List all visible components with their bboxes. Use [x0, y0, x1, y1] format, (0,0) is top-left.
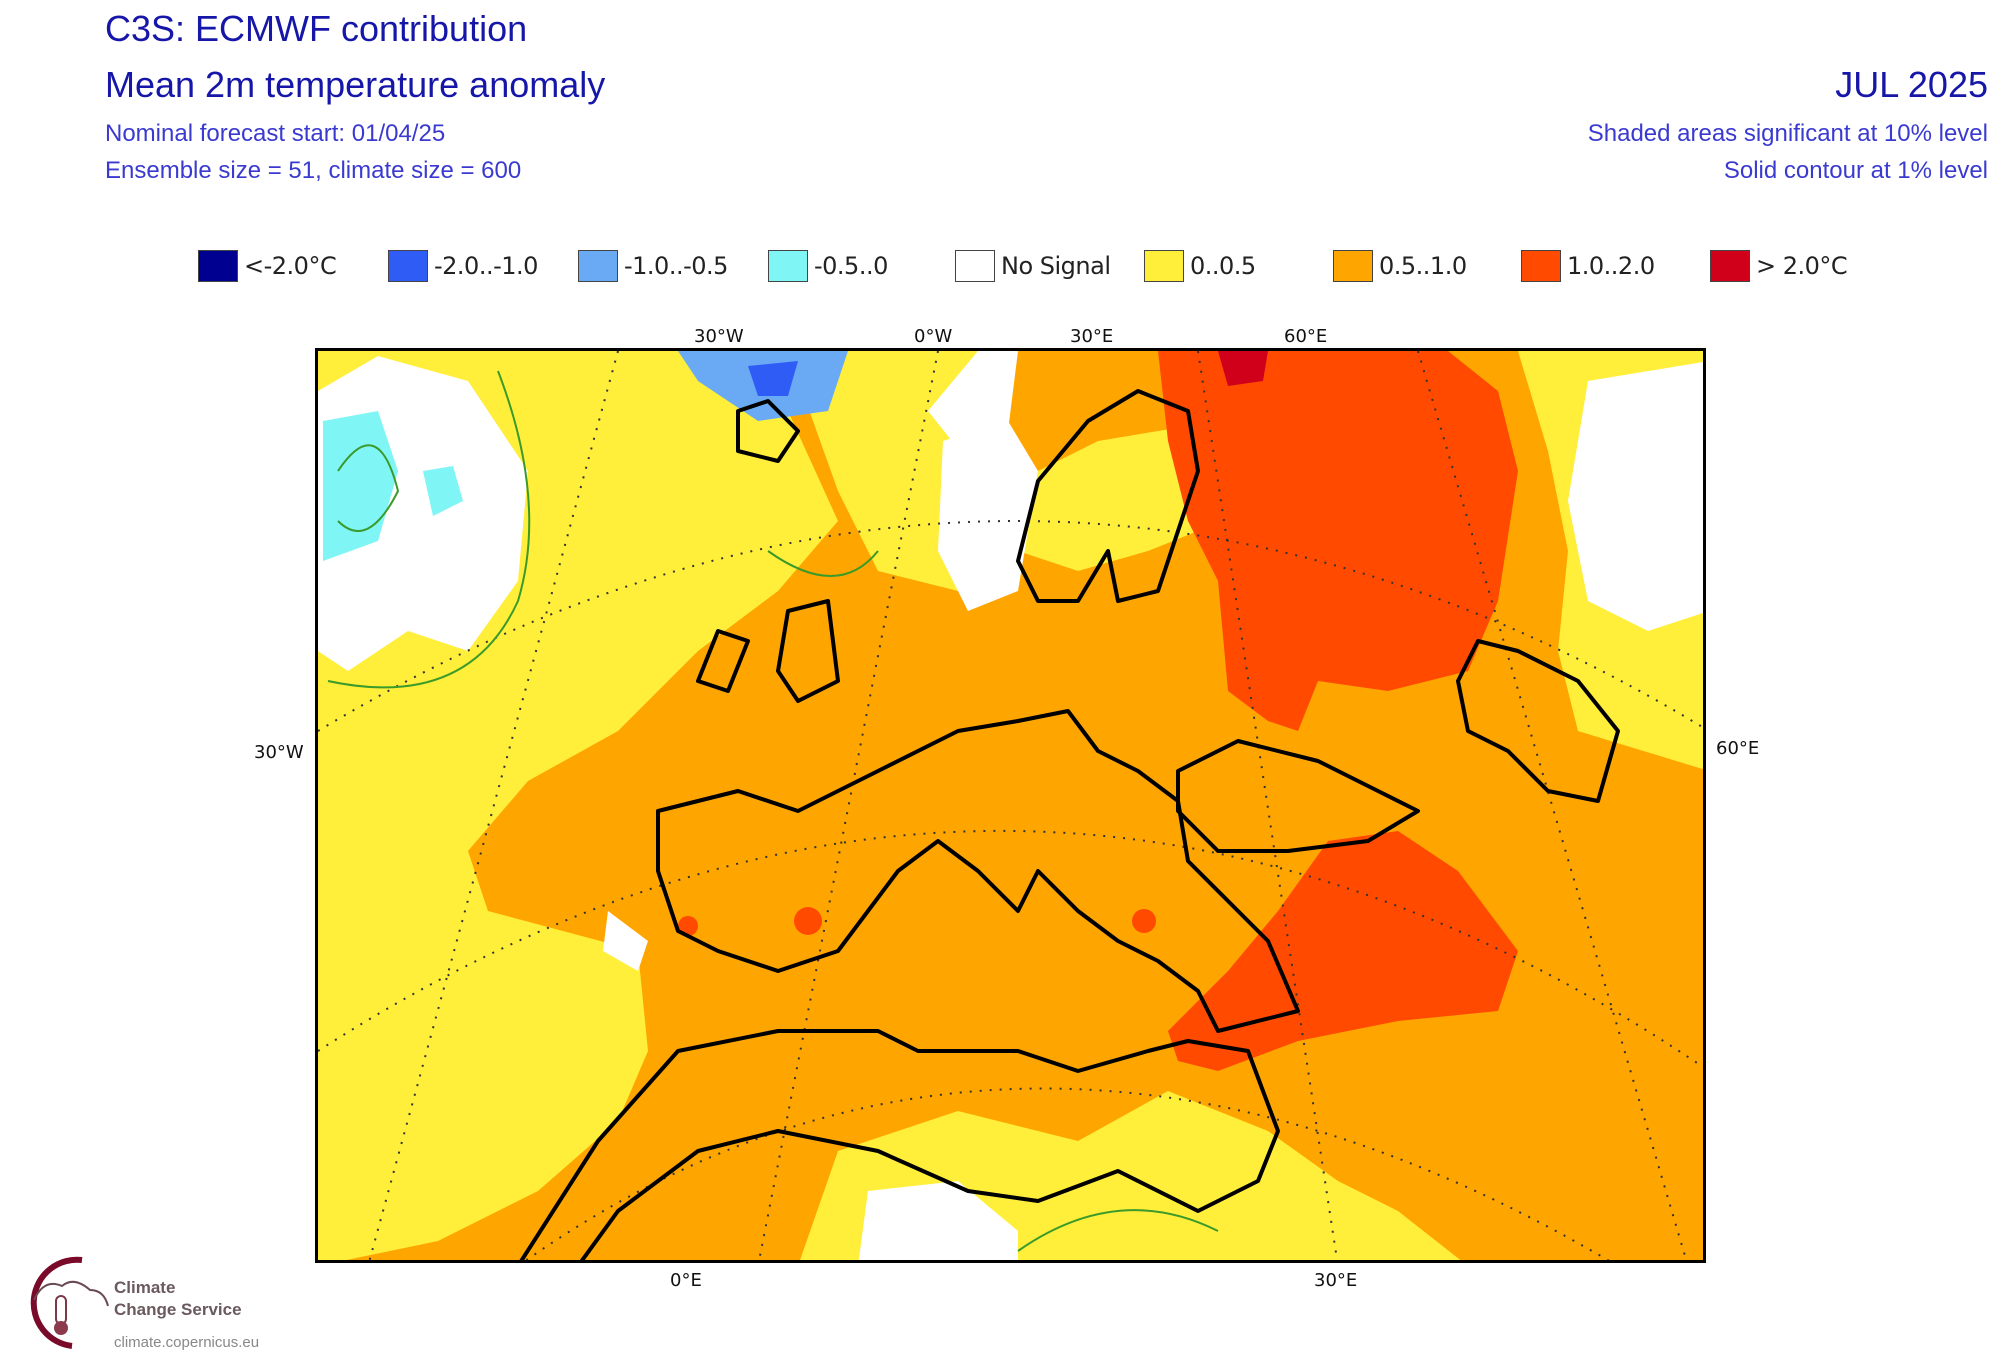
- legend-item: -1.0..-0.5: [578, 248, 728, 284]
- significance-shaded-note: Shaded areas significant at 10% level: [1587, 120, 1988, 147]
- forecast-start: Nominal forecast start: 01/04/25: [105, 120, 446, 147]
- legend-swatch: [1333, 250, 1373, 282]
- region-warm-10-20: [794, 907, 822, 935]
- map-canvas: [318, 351, 1703, 1260]
- lon-label-right: 60°E: [1716, 738, 1760, 759]
- region-warm-10-20: [678, 916, 698, 936]
- lon-label-bottom: 30°E: [1314, 1270, 1358, 1291]
- legend-swatch: [198, 250, 238, 282]
- legend-item: -2.0..-1.0: [388, 248, 538, 284]
- logo-url: climate.copernicus.eu: [114, 1334, 260, 1351]
- region-cold-05-0: [423, 466, 463, 516]
- region-warm-gt20: [1218, 351, 1268, 386]
- legend-label: 0..0.5: [1190, 252, 1256, 280]
- legend-label: <-2.0°C: [244, 252, 337, 280]
- legend-label: > 2.0°C: [1756, 252, 1848, 280]
- region-no-signal: [938, 421, 1038, 611]
- region-no-signal: [858, 1181, 1018, 1260]
- ensemble-info: Ensemble size = 51, climate size = 600: [105, 157, 522, 184]
- significance-contour-1pct: [327, 370, 1219, 1252]
- legend-swatch: [955, 250, 995, 282]
- region-no-signal: [1568, 361, 1703, 631]
- coastline: [519, 389, 1620, 1260]
- legend-swatch: [1521, 250, 1561, 282]
- legend-item: 0..0.5: [1144, 248, 1256, 284]
- legend-item: No Signal: [955, 248, 1111, 284]
- legend-item: <-2.0°C: [198, 248, 337, 284]
- lon-label-top: 60°E: [1284, 326, 1328, 347]
- lon-label-bottom: 0°E: [670, 1270, 702, 1291]
- legend-item: 1.0..2.0: [1521, 248, 1655, 284]
- legend-swatch: [388, 250, 428, 282]
- color-legend: <-2.0°C -2.0..-1.0 -1.0..-0.5 -0.5..0 No…: [198, 248, 1898, 284]
- legend-label: -2.0..-1.0: [434, 252, 538, 280]
- valid-month: JUL 2025: [1835, 64, 1988, 105]
- region-warm-10-20: [1158, 351, 1518, 731]
- lon-label-top: 30°W: [694, 326, 744, 347]
- legend-label: -1.0..-0.5: [624, 252, 728, 280]
- region-warm-0-05: [318, 1011, 438, 1171]
- legend-swatch: [1144, 250, 1184, 282]
- logo-line2: Change Service: [114, 1300, 242, 1319]
- legend-label: 0.5..1.0: [1379, 252, 1467, 280]
- lon-label-top: 30°E: [1070, 326, 1114, 347]
- legend-swatch: [768, 250, 808, 282]
- lon-label-top: 0°W: [914, 326, 953, 347]
- thermometer-cloud-icon: [30, 1256, 109, 1349]
- variable-title: Mean 2m temperature anomaly: [105, 64, 606, 105]
- legend-label: 1.0..2.0: [1567, 252, 1655, 280]
- logo-line1: Climate: [114, 1278, 176, 1297]
- legend-label: No Signal: [1001, 252, 1111, 280]
- region-no-signal: [603, 911, 648, 971]
- anomaly-map: [315, 348, 1706, 1263]
- legend-item: > 2.0°C: [1710, 248, 1848, 284]
- legend-item: 0.5..1.0: [1333, 248, 1467, 284]
- legend-swatch: [1710, 250, 1750, 282]
- region-warm-10-20: [1168, 831, 1518, 1071]
- significance-contour-note: Solid contour at 1% level: [1723, 157, 1988, 184]
- region-cold-2-1: [748, 361, 798, 396]
- legend-label: -0.5..0: [814, 252, 888, 280]
- lon-label-left: 30°W: [254, 742, 304, 763]
- product-title: C3S: ECMWF contribution: [105, 8, 528, 49]
- legend-item: -0.5..0: [768, 248, 888, 284]
- region-warm-10-20: [1132, 909, 1156, 933]
- c3s-logo: Climate Change Service climate.copernicu…: [12, 1248, 312, 1358]
- graticule: [318, 351, 1703, 1260]
- legend-swatch: [578, 250, 618, 282]
